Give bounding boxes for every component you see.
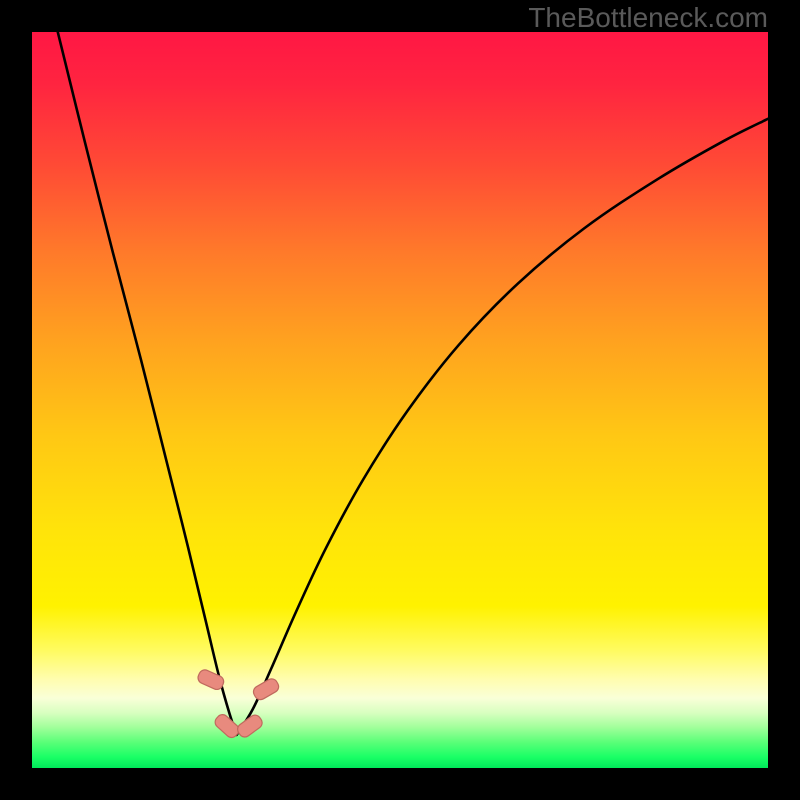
plot-area [32,32,768,768]
gradient-background [32,32,768,768]
watermark-text: TheBottleneck.com [528,2,768,34]
chart-frame: TheBottleneck.com [0,0,800,800]
